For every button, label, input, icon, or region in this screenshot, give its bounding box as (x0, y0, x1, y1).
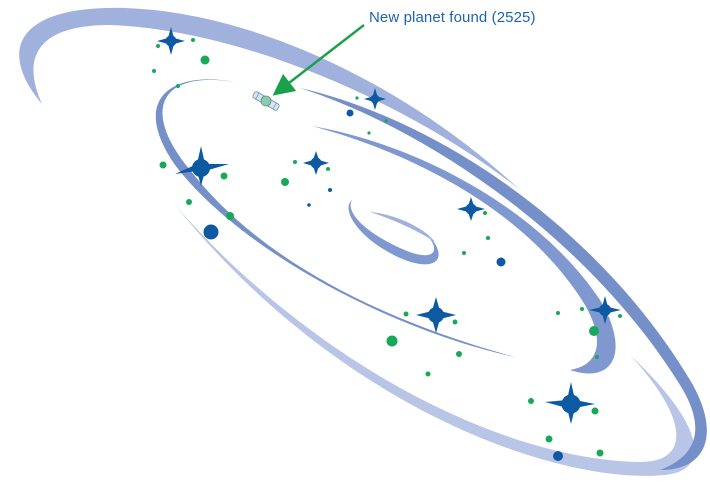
dot (386, 335, 398, 347)
dot (589, 326, 599, 336)
star (175, 146, 229, 186)
dot (226, 212, 234, 220)
dot (618, 314, 622, 318)
star (157, 27, 185, 55)
dot (553, 451, 563, 461)
middle-arm-outer (300, 88, 707, 470)
dot (403, 311, 409, 317)
inner-arm (312, 126, 616, 374)
dot (462, 251, 466, 255)
star (589, 296, 621, 324)
dot (281, 178, 289, 186)
spiral-arms (19, 7, 707, 476)
dot (496, 257, 506, 267)
dot (200, 55, 210, 65)
dot (580, 307, 584, 311)
dot (384, 119, 388, 123)
dot (595, 355, 599, 359)
dot (452, 319, 458, 325)
dot (425, 371, 431, 377)
dot (307, 203, 311, 207)
dot (528, 398, 534, 404)
galaxy-core (348, 200, 439, 265)
dot (556, 311, 560, 315)
dot (486, 236, 490, 240)
star (303, 151, 329, 175)
middle-arm-main (155, 79, 515, 358)
annotation-label: New planet found (2525) (369, 9, 536, 26)
star (457, 197, 485, 221)
dot (545, 435, 553, 443)
dot (293, 160, 297, 164)
dot (328, 188, 332, 192)
new-planet (252, 91, 280, 111)
stars (157, 27, 621, 424)
green-dots (152, 38, 622, 457)
star (416, 297, 456, 333)
star (364, 88, 386, 110)
dot (191, 38, 195, 42)
dot (355, 96, 359, 100)
dot (596, 449, 604, 457)
dot (186, 199, 192, 205)
dot (591, 407, 599, 415)
dot (156, 44, 160, 48)
blue-dots (203, 109, 563, 461)
outer-arm-top (19, 7, 521, 191)
dot (176, 84, 180, 88)
dot (326, 167, 330, 171)
dot (220, 172, 228, 180)
star (545, 382, 595, 424)
dot (367, 131, 371, 135)
dot (152, 69, 156, 73)
dot (203, 224, 219, 240)
dot (346, 109, 354, 117)
dot (456, 351, 462, 357)
dot (159, 161, 167, 169)
annotation-arrow (272, 24, 365, 96)
dot (483, 211, 487, 215)
